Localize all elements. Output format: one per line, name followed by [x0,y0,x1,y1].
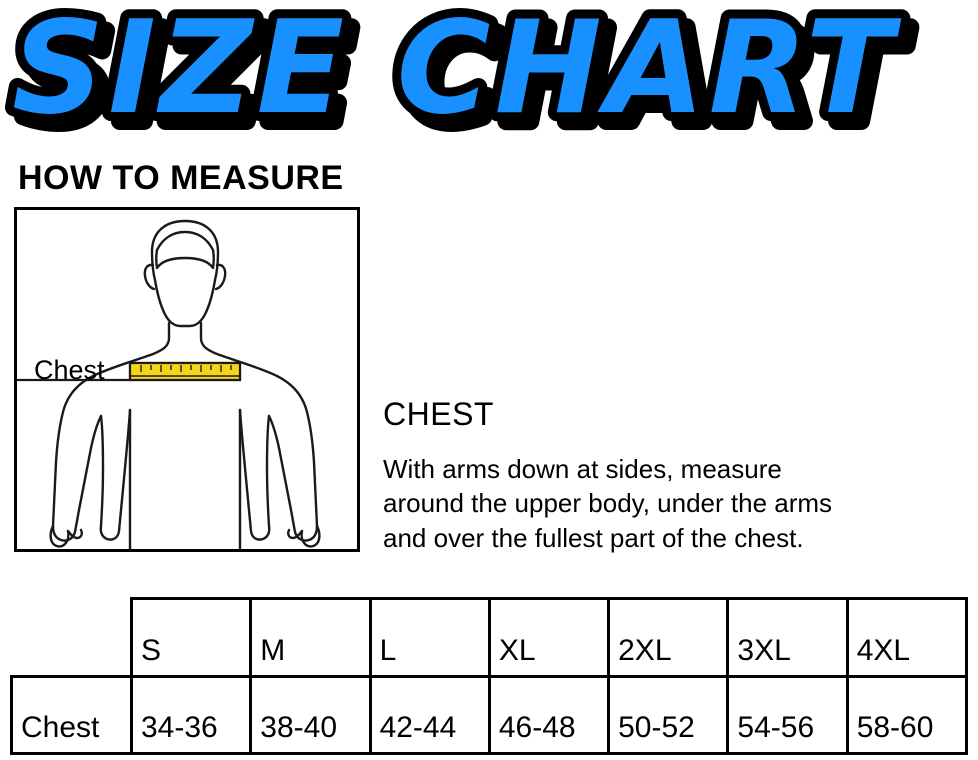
table-row-label-chest: Chest [10,674,133,755]
table-corner-blank [12,599,132,677]
table-cell-chest-xl: 46-48 [487,674,611,755]
left-arm-outer [51,321,171,542]
table-row: Chest 34-36 38-40 42-44 46-48 50-52 54-5… [10,674,969,755]
description-heading: CHEST [383,396,494,432]
description-body: With arms down at sides, measure around … [383,452,963,555]
table-cell-chest-3xl: 54-56 [726,674,849,755]
left-arm-inner [99,408,132,541]
table-header-2xl: 2XL [607,597,730,678]
chest-callout: Chest [30,357,210,397]
table-cell-chest-l: 42-44 [368,674,491,755]
right-arm-outer [199,321,319,542]
measuring-tape [128,361,242,382]
table-cell-chest-2xl: 50-52 [607,674,730,755]
left-hand [49,524,70,548]
page-title: SIZE CHART SIZE CHART SIZE CHART [0,0,978,144]
description-line-1: With arms down at sides, measure [383,454,782,484]
size-chart-title-art: SIZE CHART SIZE CHART SIZE CHART [3,0,916,144]
size-table: S M L XL 2XL 3XL 4XL Chest 34-36 38-40 4… [10,597,969,755]
table-header-xl: XL [487,597,611,678]
measurement-illustration-box [14,207,360,552]
hairline [155,230,215,270]
table-cell-chest-s: 34-36 [129,674,253,755]
right-thumb [287,528,304,540]
male-torso-figure [17,219,321,549]
title-shadow: SIZE CHART [21,3,911,144]
table-header-s: S [129,597,253,678]
title-fill: SIZE CHART [12,0,902,143]
left-thumb [66,528,83,540]
table-header-3xl: 3XL [726,597,849,678]
table-header-l: L [368,597,491,678]
right-hand [300,524,321,548]
table-header-4xl: 4XL [845,597,969,678]
title-outline: SIZE CHART [12,0,902,143]
right-arm-inner [238,408,271,541]
chest-callout-label: Chest [34,355,105,385]
table-cell-chest-m: 38-40 [249,674,372,755]
table-header-m: M [249,597,372,678]
how-to-measure-heading: HOW TO MEASURE [18,159,344,197]
table-cell-chest-4xl: 58-60 [845,674,969,755]
head-outline [150,219,220,328]
left-ear [143,263,156,291]
description-line-2: around the upper body, under the arms [383,488,833,519]
description-line-3: and over the fullest part of the chest. [383,522,804,553]
table-header-row: S M L XL 2XL 3XL 4XL [12,597,969,678]
tape-ticks [140,365,232,372]
right-ear [214,263,227,291]
